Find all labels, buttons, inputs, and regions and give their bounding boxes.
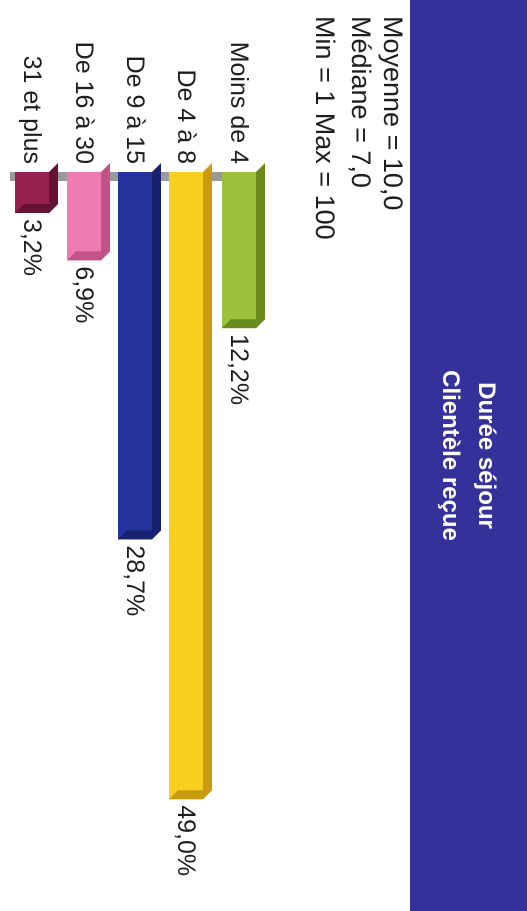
bar-1	[169, 172, 203, 799]
category-label-2: De 9 à 15	[121, 56, 149, 164]
bar-2	[118, 172, 152, 539]
value-label-4: 3,2%	[18, 219, 46, 276]
value-label-1: 49,0%	[172, 805, 200, 876]
bar-3	[67, 172, 101, 260]
bar-side-3	[101, 163, 110, 260]
category-label-0: Moins de 4	[225, 42, 253, 164]
bar-side-1	[203, 163, 212, 799]
bar-0	[222, 172, 256, 328]
category-label-3: De 16 à 30	[70, 42, 98, 164]
value-label-3: 6,9%	[70, 266, 98, 323]
value-label-0: 12,2%	[225, 334, 253, 405]
bar-side-0	[256, 163, 265, 328]
category-label-1: De 4 à 8	[172, 69, 200, 164]
bar-side-2	[152, 163, 161, 539]
value-label-2: 28,7%	[121, 545, 149, 616]
category-label-4: 31 et plus	[18, 56, 46, 164]
